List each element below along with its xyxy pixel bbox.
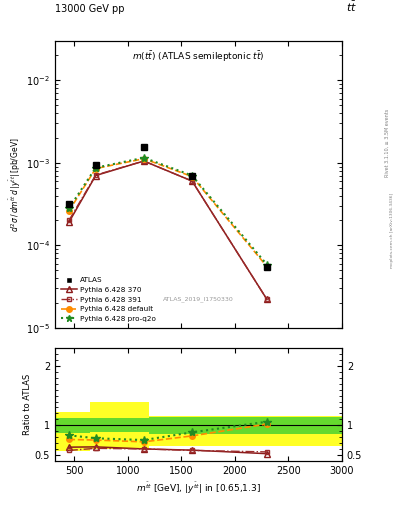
Pythia 6.428 pro-q2o bbox=[141, 155, 146, 161]
Text: ATLAS_2019_I1750330: ATLAS_2019_I1750330 bbox=[163, 296, 234, 302]
Text: mcplots.cern.ch [arXiv:1306.3436]: mcplots.cern.ch [arXiv:1306.3436] bbox=[390, 193, 393, 268]
Pythia 6.428 370 bbox=[94, 173, 98, 179]
Pythia 6.428 default bbox=[264, 264, 269, 270]
Legend: ATLAS, Pythia 6.428 370, Pythia 6.428 391, Pythia 6.428 default, Pythia 6.428 pr: ATLAS, Pythia 6.428 370, Pythia 6.428 39… bbox=[59, 275, 158, 324]
Pythia 6.428 370 bbox=[66, 219, 71, 225]
Pythia 6.428 pro-q2o bbox=[66, 205, 71, 211]
Pythia 6.428 default bbox=[141, 156, 146, 162]
Pythia 6.428 370 bbox=[190, 178, 195, 184]
ATLAS bbox=[190, 173, 195, 179]
Pythia 6.428 391 bbox=[141, 158, 146, 164]
ATLAS bbox=[141, 144, 146, 150]
Line: Pythia 6.428 default: Pythia 6.428 default bbox=[66, 156, 270, 269]
Text: $t\bar{t}$: $t\bar{t}$ bbox=[346, 0, 357, 14]
Pythia 6.428 pro-q2o bbox=[94, 165, 98, 171]
ATLAS bbox=[66, 201, 71, 207]
Text: Rivet 3.1.10, ≥ 3.5M events: Rivet 3.1.10, ≥ 3.5M events bbox=[385, 109, 389, 178]
X-axis label: $m^{\bar{t}t}$ [GeV], $|y^{\bar{t}t}|$ in [0.65,1.3]: $m^{\bar{t}t}$ [GeV], $|y^{\bar{t}t}|$ i… bbox=[136, 480, 261, 496]
Line: Pythia 6.428 391: Pythia 6.428 391 bbox=[66, 159, 270, 302]
ATLAS bbox=[94, 161, 98, 167]
Pythia 6.428 370 bbox=[141, 158, 146, 164]
Pythia 6.428 391 bbox=[66, 217, 71, 223]
Pythia 6.428 default bbox=[94, 165, 98, 172]
Pythia 6.428 default bbox=[66, 208, 71, 214]
Line: Pythia 6.428 pro-q2o: Pythia 6.428 pro-q2o bbox=[65, 154, 271, 269]
Pythia 6.428 391 bbox=[94, 172, 98, 178]
Pythia 6.428 pro-q2o bbox=[190, 173, 195, 179]
Y-axis label: Ratio to ATLAS: Ratio to ATLAS bbox=[23, 374, 32, 435]
Pythia 6.428 default bbox=[190, 174, 195, 180]
Text: 13000 GeV pp: 13000 GeV pp bbox=[55, 4, 125, 14]
Pythia 6.428 391 bbox=[264, 296, 269, 303]
Pythia 6.428 370 bbox=[264, 296, 269, 303]
Line: Pythia 6.428 370: Pythia 6.428 370 bbox=[66, 158, 270, 303]
Y-axis label: $d^2\sigma\,/\,dm^{\bar{t}t}\,d\,|y^{\bar{t}t}|\,[\mathrm{pb/GeV}]$: $d^2\sigma\,/\,dm^{\bar{t}t}\,d\,|y^{\ba… bbox=[7, 137, 23, 231]
Pythia 6.428 pro-q2o bbox=[264, 262, 269, 268]
Text: $m(t\bar{t})$ (ATLAS semileptonic $t\bar{t}$): $m(t\bar{t})$ (ATLAS semileptonic $t\bar… bbox=[132, 50, 265, 65]
Line: ATLAS: ATLAS bbox=[66, 144, 270, 270]
ATLAS bbox=[264, 264, 269, 270]
Pythia 6.428 391 bbox=[190, 178, 195, 184]
